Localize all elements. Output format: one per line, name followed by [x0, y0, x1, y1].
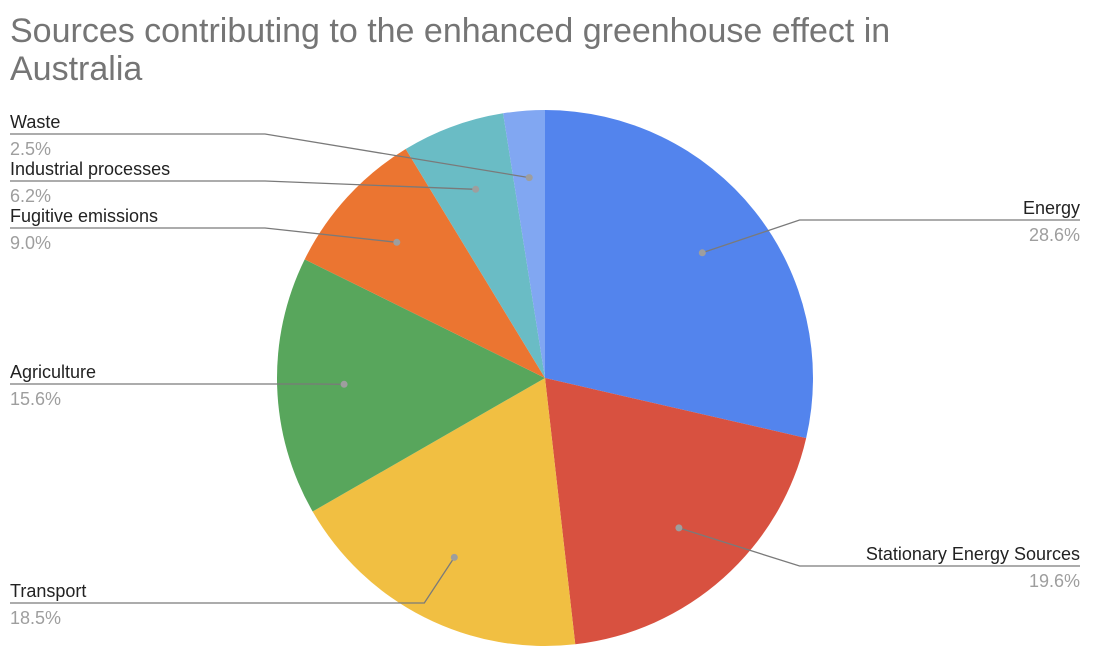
pie-slice-energy	[545, 110, 813, 439]
pie-slices	[277, 110, 813, 647]
slice-label-industrial-processes: Industrial processes	[10, 159, 170, 179]
leader-line-energy	[702, 219, 1080, 254]
slice-label-fugitive-emissions: Fugitive emissions	[10, 206, 158, 226]
pie-slice-waste	[503, 110, 545, 378]
pie-slice-agriculture	[277, 259, 545, 512]
slice-label-stationary-energy-sources: Stationary Energy Sources	[866, 544, 1080, 564]
leader-dot-industrial-processes	[472, 185, 480, 193]
leader-dot-stationary-energy-sources	[675, 524, 683, 532]
pie-slice-industrial-processes	[405, 113, 545, 379]
pie-leader-lines	[10, 133, 1080, 604]
slice-percent-agriculture: 15.6%	[10, 389, 61, 409]
slice-percent-stationary-energy-sources: 19.6%	[1029, 571, 1080, 591]
slice-percent-fugitive-emissions: 9.0%	[10, 233, 51, 253]
pie-slice-fugitive-emissions	[304, 149, 545, 378]
pie-slice-stationary-energy-sources	[545, 378, 807, 645]
slice-percent-industrial-processes: 6.2%	[10, 186, 51, 206]
leader-dot-transport	[450, 553, 458, 561]
chart-title-line-2: Australia	[10, 50, 142, 88]
pie-labels: Energy 28.6% Stationary Energy Sources 19.6…	[10, 112, 1080, 628]
pie-slice-transport	[312, 378, 576, 647]
slice-percent-waste: 2.5%	[10, 139, 51, 159]
slice-label-energy: Energy	[1023, 198, 1080, 218]
slice-percent-energy: 28.6%	[1029, 225, 1080, 245]
leader-dot-agriculture	[340, 380, 348, 388]
leader-line-fugitive-emissions	[10, 227, 397, 243]
slice-percent-transport: 18.5%	[10, 608, 61, 628]
leader-line-waste	[10, 133, 530, 179]
leader-dot-waste	[525, 174, 533, 182]
slice-label-agriculture: Agriculture	[10, 362, 96, 382]
chart-title-line-1: Sources contributing to the enhanced gre…	[10, 12, 890, 50]
leader-dot-fugitive-emissions	[393, 238, 401, 246]
leader-line-transport	[10, 557, 455, 604]
chart-title: Sources contributing to the enhanced gre…	[10, 12, 890, 88]
leader-dot-energy	[698, 249, 706, 257]
leader-line-stationary-energy-sources	[678, 527, 1080, 567]
slice-label-transport: Transport	[10, 581, 86, 601]
leader-line-industrial-processes	[10, 180, 476, 190]
slice-label-waste: Waste	[10, 112, 60, 132]
